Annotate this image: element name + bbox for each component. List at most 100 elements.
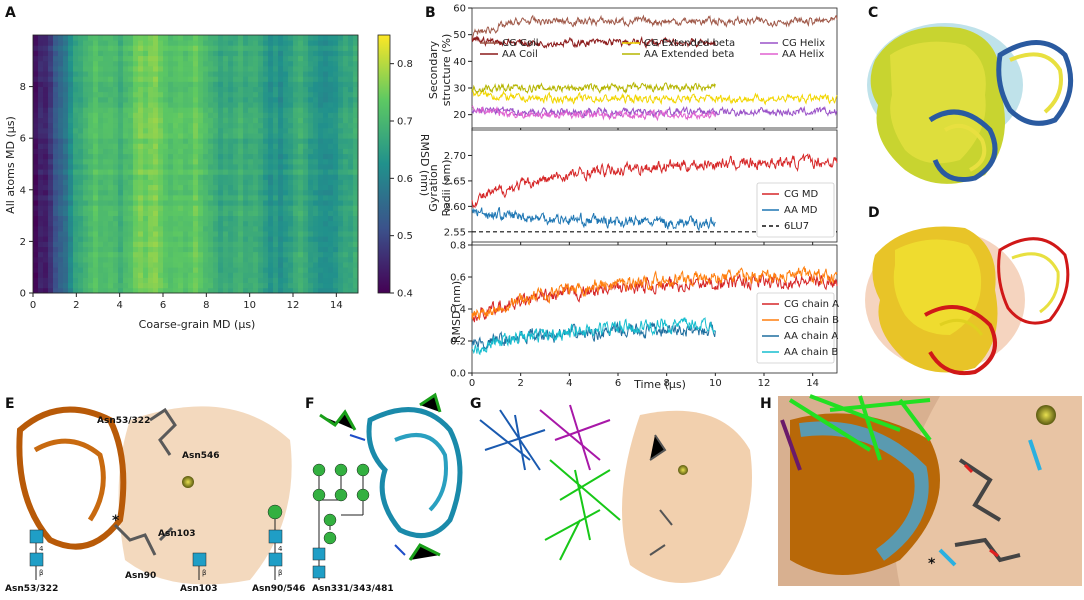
heatmap-cell [163, 184, 169, 191]
heatmap-cell [328, 143, 334, 149]
heatmap-cell [168, 40, 174, 46]
heatmap-cell [83, 158, 89, 165]
heatmap-cell [158, 127, 164, 134]
heatmap-cell [248, 272, 254, 278]
heatmap-cell [48, 158, 54, 165]
heatmap-cell [278, 122, 284, 129]
heatmap-cell [218, 241, 224, 247]
heatmap-cell [263, 194, 269, 201]
heatmap-cell [288, 158, 294, 165]
heatmap-cell [53, 91, 59, 98]
heatmap-cell [343, 272, 349, 278]
heatmap-cell [108, 215, 114, 222]
heatmap-cell [168, 282, 174, 289]
heatmap-cell [108, 158, 114, 165]
heatmap-cell [178, 102, 184, 108]
heatmap-cell [158, 91, 164, 98]
heatmap-cell [283, 143, 289, 149]
heatmap-cell [173, 287, 179, 294]
heatmap-cell [133, 200, 139, 206]
heatmap-cell [103, 287, 109, 294]
heatmap-cell [238, 138, 244, 144]
heatmap-cell [328, 200, 334, 206]
heatmap-cell [203, 76, 209, 82]
heatmap-cell [263, 158, 269, 165]
heatmap-cell [273, 267, 279, 273]
heatmap-cell [163, 40, 169, 46]
heatmap-cell [193, 117, 199, 124]
heatmap-cell [293, 102, 299, 108]
heatmap-cell [88, 267, 94, 273]
heatmap-cell [278, 200, 284, 206]
heatmap-cell [258, 102, 264, 108]
heatmap-cell [188, 256, 194, 263]
heatmap-cell [78, 138, 84, 144]
heatmap-cell [103, 169, 109, 175]
heatmap-cell [183, 256, 189, 263]
heatmap-cell [88, 60, 94, 67]
heatmap-cell [308, 231, 314, 237]
heatmap-cell [243, 127, 249, 134]
heatmap-cell [138, 241, 144, 247]
heatmap-cell [48, 210, 54, 216]
heatmap-cell [68, 60, 74, 67]
heatmap-cell [328, 55, 334, 62]
heatmap-cell [263, 45, 269, 51]
heatmap-cell [303, 205, 309, 211]
y-tick-label: 0.2 [450, 337, 466, 348]
heatmap-cell [243, 225, 249, 232]
heatmap-cell [158, 117, 164, 124]
heatmap-cell [288, 215, 294, 222]
heatmap-cell [128, 91, 134, 98]
heatmap-cell [178, 71, 184, 77]
heatmap-cell [288, 102, 294, 108]
heatmap-cell [123, 138, 129, 144]
heatmap-cell [288, 277, 294, 284]
heatmap-cell [173, 246, 179, 253]
heatmap-cell [238, 164, 244, 170]
heatmap-cell [163, 225, 169, 232]
heatmap-cell [68, 205, 74, 211]
heatmap-cell [308, 71, 314, 77]
heatmap-cell [73, 200, 79, 206]
heatmap-cell [293, 184, 299, 191]
heatmap-cell [178, 189, 184, 196]
heatmap-cell [328, 76, 334, 82]
heatmap-cell [268, 272, 274, 278]
heatmap-cell [353, 262, 359, 268]
heatmap-cell [268, 153, 274, 160]
heatmap-cell [253, 169, 259, 175]
heatmap-cell [348, 55, 354, 62]
heatmap-cell [73, 179, 79, 186]
heatmap-cell [233, 256, 239, 263]
heatmap-cell [143, 148, 149, 155]
heatmap-cell [228, 86, 234, 93]
heatmap-cell [263, 143, 269, 149]
heatmap-cell [263, 210, 269, 216]
heatmap-cell [293, 256, 299, 263]
heatmap-cell [313, 184, 319, 191]
heatmap-cell [128, 287, 134, 294]
heatmap-cell [73, 91, 79, 98]
x-tick-label: 6 [160, 300, 166, 311]
heatmap-cell [348, 246, 354, 253]
heatmap-cell [128, 107, 134, 113]
heatmap-cell [188, 262, 194, 268]
heatmap-cell [78, 76, 84, 82]
heatmap-cell [123, 200, 129, 206]
heatmap-cell [323, 86, 329, 93]
heatmap-cell [318, 241, 324, 247]
heatmap-cell [298, 277, 304, 284]
gyration-ylabel: GyrationRadii (nm) [427, 159, 453, 216]
heatmap-cell [173, 153, 179, 160]
heatmap-cell [138, 200, 144, 206]
heatmap-cell [243, 96, 249, 103]
heatmap-cell [148, 55, 154, 62]
heatmap-cell [293, 81, 299, 87]
heatmap-cell [203, 96, 209, 103]
heatmap-cell [268, 164, 274, 170]
heatmap-cell [68, 55, 74, 62]
heatmap-cell [318, 86, 324, 93]
heatmap-cell [113, 96, 119, 103]
heatmap-cell [33, 236, 39, 242]
